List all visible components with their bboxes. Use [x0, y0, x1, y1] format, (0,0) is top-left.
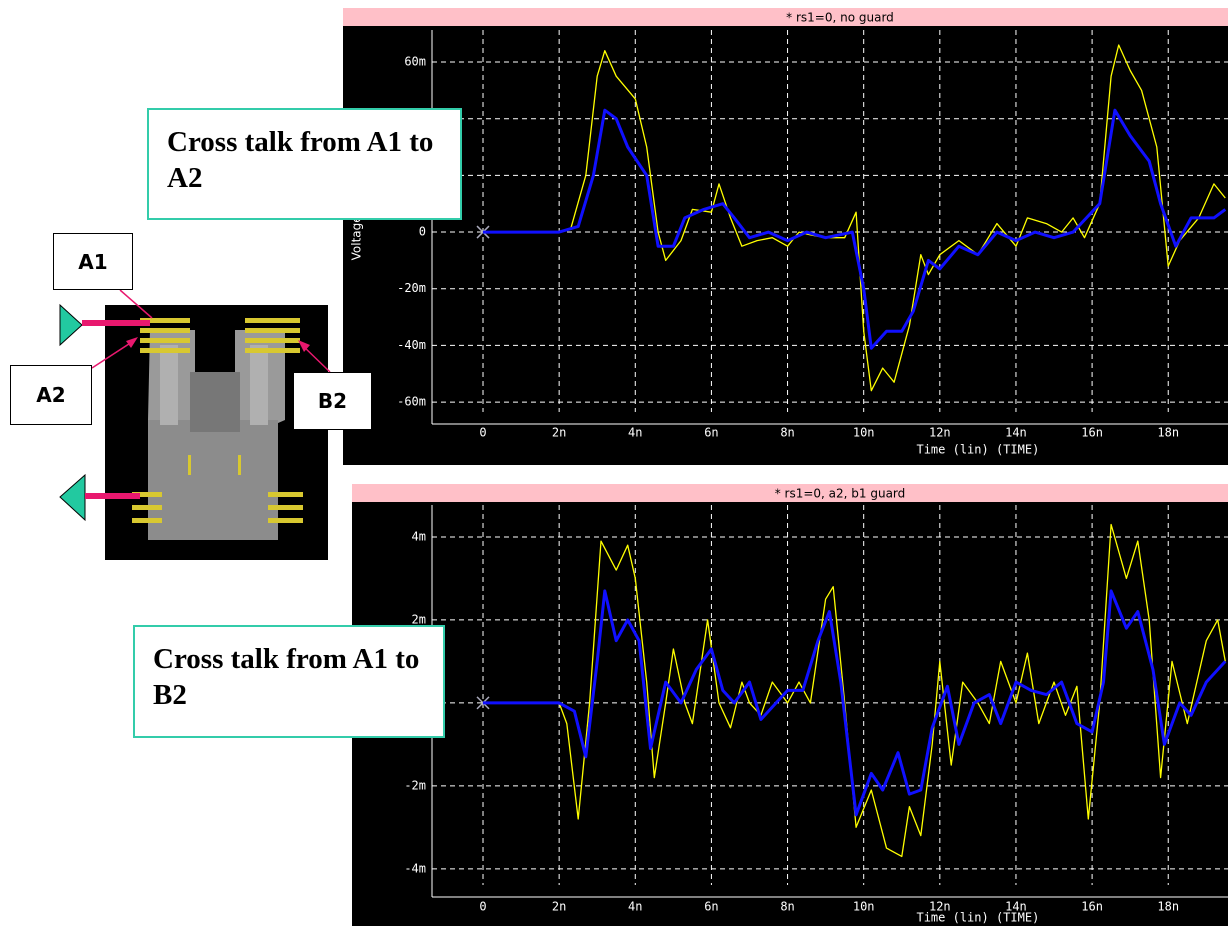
chart-title: * rs1=0, a2, b1 guard	[775, 487, 906, 501]
x-tick-label: 0	[479, 426, 486, 440]
x-tick-label: 10n	[853, 900, 875, 914]
y-tick-label: 60m	[404, 55, 426, 69]
y-tick-label: -2m	[404, 778, 426, 792]
x-tick-label: 2n	[552, 426, 566, 440]
x-tick-label: 6n	[704, 900, 718, 914]
connector-illustration	[60, 290, 330, 560]
pin-label: B2	[293, 372, 372, 430]
y-tick-label: 0	[419, 225, 426, 239]
y-tick-label: -4m	[404, 861, 426, 875]
chart-title: * rs1=0, no guard	[786, 11, 894, 25]
x-tick-label: 10n	[853, 426, 875, 440]
plot: * rs1=0, a2, b1 guard4m2m0-2m-4m02n4n6n8…	[352, 484, 1228, 926]
y-tick-label: -60m	[397, 395, 426, 409]
callout: Cross talk from A1 to A2	[147, 108, 462, 220]
pin-label: A1	[53, 233, 133, 290]
callout: Cross talk from A1 to B2	[133, 625, 445, 738]
x-tick-label: 2n	[552, 900, 566, 914]
x-tick-label: 0	[479, 900, 486, 914]
y-tick-label: 4m	[412, 529, 426, 543]
x-tick-label: 18n	[1157, 900, 1179, 914]
plot-background	[343, 8, 1228, 465]
x-tick-label: 12n	[929, 426, 951, 440]
x-tick-label: 8n	[780, 426, 794, 440]
x-tick-label: 8n	[780, 900, 794, 914]
pin-label: A2	[10, 365, 92, 425]
x-tick-label: 16n	[1081, 426, 1103, 440]
x-axis-label: Time (lin) (TIME)	[916, 443, 1039, 457]
x-tick-label: 16n	[1081, 900, 1103, 914]
y-tick-label: -40m	[397, 338, 426, 352]
x-axis-label: Time (lin) (TIME)	[916, 911, 1039, 925]
y-tick-label: -20m	[397, 281, 426, 295]
x-tick-label: 14n	[1005, 426, 1027, 440]
x-tick-label: 4n	[628, 426, 642, 440]
x-tick-label: 4n	[628, 900, 642, 914]
x-tick-label: 18n	[1157, 426, 1179, 440]
page: * rs1=0, no guardVoltages (lin)60m40m20m…	[0, 0, 1228, 926]
x-tick-label: 6n	[704, 426, 718, 440]
